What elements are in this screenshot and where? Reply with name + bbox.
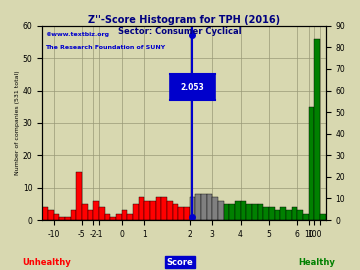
- Bar: [218, 201, 224, 220]
- Text: ©www.textbiz.org: ©www.textbiz.org: [45, 32, 109, 37]
- Bar: [71, 210, 76, 220]
- Bar: [161, 197, 167, 220]
- Bar: [42, 207, 48, 220]
- Bar: [292, 207, 297, 220]
- Bar: [297, 210, 303, 220]
- Bar: [139, 197, 144, 220]
- Bar: [48, 210, 54, 220]
- Bar: [99, 207, 104, 220]
- Bar: [184, 207, 190, 220]
- Bar: [286, 210, 292, 220]
- Bar: [280, 207, 286, 220]
- Bar: [167, 201, 172, 220]
- Bar: [212, 197, 218, 220]
- Bar: [59, 217, 65, 220]
- Text: 2.053: 2.053: [180, 83, 204, 92]
- Bar: [93, 201, 99, 220]
- Bar: [207, 194, 212, 220]
- Bar: [87, 210, 93, 220]
- Bar: [144, 201, 150, 220]
- Bar: [240, 201, 246, 220]
- Title: Z''-Score Histogram for TPH (2016): Z''-Score Histogram for TPH (2016): [88, 15, 280, 25]
- Bar: [156, 197, 161, 220]
- FancyBboxPatch shape: [170, 74, 215, 100]
- Y-axis label: Number of companies (531 total): Number of companies (531 total): [15, 71, 20, 175]
- Text: Sector: Consumer Cyclical: Sector: Consumer Cyclical: [118, 26, 242, 36]
- Bar: [65, 217, 71, 220]
- Bar: [275, 210, 280, 220]
- Bar: [82, 204, 87, 220]
- Bar: [224, 204, 229, 220]
- Bar: [303, 214, 309, 220]
- Bar: [54, 214, 59, 220]
- Bar: [127, 214, 133, 220]
- Bar: [110, 217, 116, 220]
- Bar: [309, 107, 314, 220]
- Bar: [229, 204, 235, 220]
- Bar: [150, 201, 156, 220]
- Bar: [257, 204, 263, 220]
- Bar: [263, 207, 269, 220]
- Bar: [195, 194, 201, 220]
- Bar: [190, 197, 195, 220]
- Bar: [235, 201, 240, 220]
- Bar: [122, 210, 127, 220]
- Bar: [116, 214, 122, 220]
- Bar: [76, 171, 82, 220]
- Text: The Research Foundation of SUNY: The Research Foundation of SUNY: [45, 45, 165, 50]
- Text: Healthy: Healthy: [298, 258, 335, 266]
- Bar: [172, 204, 178, 220]
- Bar: [252, 204, 257, 220]
- Bar: [133, 204, 139, 220]
- Bar: [320, 214, 325, 220]
- Text: Unhealthy: Unhealthy: [22, 258, 71, 266]
- Bar: [314, 39, 320, 220]
- Bar: [178, 207, 184, 220]
- Bar: [104, 214, 110, 220]
- Bar: [201, 194, 207, 220]
- Bar: [269, 207, 275, 220]
- Text: Score: Score: [167, 258, 193, 266]
- Bar: [246, 204, 252, 220]
